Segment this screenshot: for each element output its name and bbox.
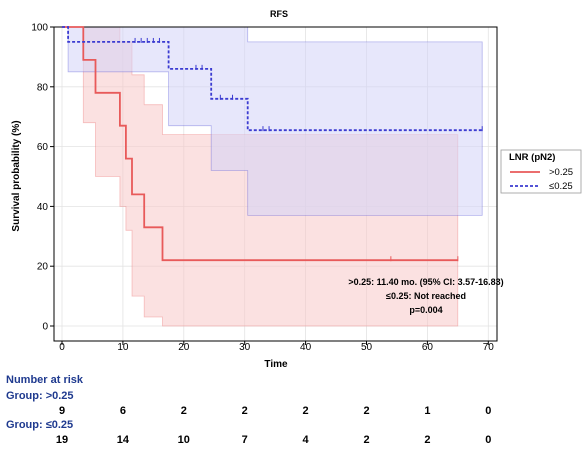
risk-count-1-7: 0 bbox=[485, 434, 492, 446]
risk-count-1-1: 14 bbox=[116, 434, 130, 446]
y-axis-title: Survival probability (%) bbox=[11, 120, 22, 231]
confidence-bands bbox=[62, 26, 483, 327]
x-tick-label-0: 0 bbox=[59, 342, 65, 353]
annotation-line-2: ≤0.25: Not reached bbox=[386, 291, 466, 301]
legend: LNR (pN2) >0.25 ≤0.25 bbox=[500, 149, 582, 194]
x-axis-title: Time bbox=[264, 359, 288, 370]
y-tick-label-80: 80 bbox=[37, 82, 49, 93]
km-chart: RFS 0 10 20 30 40 50 60 70 0 20 40 60 80 100 Time Sur… bbox=[11, 9, 582, 370]
y-tick-label-40: 40 bbox=[37, 202, 49, 213]
survival-curves bbox=[62, 26, 483, 262]
risk-table-title: Number at risk bbox=[6, 374, 84, 386]
risk-count-1-4: 4 bbox=[302, 434, 309, 446]
y-tick-label-0: 0 bbox=[42, 322, 48, 333]
risk-count-0-0: 9 bbox=[58, 405, 66, 417]
risk-count-0-1: 6 bbox=[119, 405, 126, 417]
chart-title: RFS bbox=[270, 9, 288, 19]
annotation-line-1: >0.25: 11.40 mo. (95% CI: 3.57-16.83) bbox=[348, 277, 503, 287]
risk-count-0-3: 2 bbox=[241, 405, 248, 417]
x-tick-label-40: 40 bbox=[300, 342, 312, 353]
risk-count-1-3: 7 bbox=[241, 434, 248, 446]
legend-label-le025: ≤0.25 bbox=[549, 181, 573, 192]
plot-frame bbox=[53, 26, 498, 342]
x-tick-label-60: 60 bbox=[422, 342, 434, 353]
risk-count-1-0: 19 bbox=[55, 434, 69, 446]
legend-label-gt025: >0.25 bbox=[549, 167, 573, 178]
x-tick-label-30: 30 bbox=[239, 342, 251, 353]
risk-count-0-4: 2 bbox=[302, 405, 309, 417]
y-tick-label-60: 60 bbox=[37, 142, 49, 153]
risk-count-1-6: 2 bbox=[424, 434, 431, 446]
annotation-line-3: p=0.004 bbox=[409, 305, 442, 315]
number-at-risk-table: Number at risk Group: >0.25 9 6 2 2 2 2 1 0 Group:… bbox=[0, 372, 588, 455]
x-tick-label-50: 50 bbox=[361, 342, 373, 353]
tick-labels: 0 10 20 30 40 50 60 70 0 20 40 60 80 100 bbox=[31, 23, 494, 354]
x-tick-label-70: 70 bbox=[483, 342, 495, 353]
x-tick-label-10: 10 bbox=[117, 342, 129, 353]
risk-count-0-6: 1 bbox=[424, 405, 431, 417]
km-curve-0 bbox=[62, 26, 458, 262]
x-tick-label-20: 20 bbox=[178, 342, 190, 353]
median-annotation: >0.25: 11.40 mo. (95% CI: 3.57-16.83) ≤0… bbox=[348, 277, 503, 315]
axes bbox=[53, 26, 498, 342]
risk-group-label-1: Group: ≤0.25 bbox=[6, 419, 74, 431]
risk-count-0-2: 2 bbox=[180, 405, 187, 417]
risk-count-1-2: 10 bbox=[177, 434, 190, 446]
y-tick-label-100: 100 bbox=[31, 23, 48, 34]
risk-count-0-7: 0 bbox=[485, 405, 492, 417]
risk-count-0-5: 2 bbox=[363, 405, 370, 417]
y-tick-label-20: 20 bbox=[37, 262, 49, 273]
legend-title: LNR (pN2) bbox=[509, 152, 555, 163]
risk-group-label-0: Group: >0.25 bbox=[6, 390, 74, 402]
risk-count-1-5: 2 bbox=[363, 434, 370, 446]
